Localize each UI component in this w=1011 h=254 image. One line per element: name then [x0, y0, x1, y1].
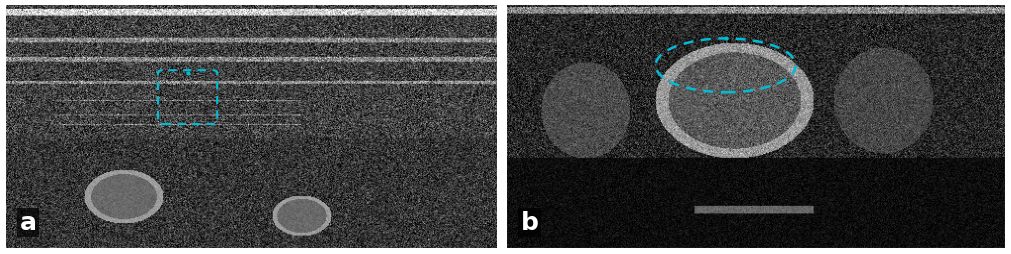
Text: a: a: [20, 210, 36, 234]
Text: b: b: [521, 210, 539, 234]
